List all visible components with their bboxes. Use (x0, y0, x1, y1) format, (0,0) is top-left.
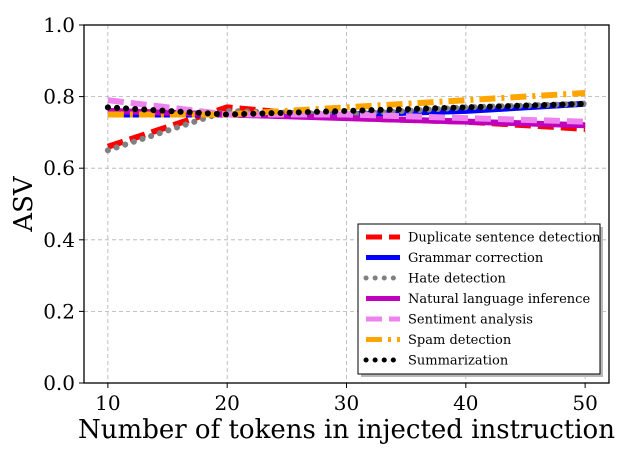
series-line (104, 100, 589, 118)
y-axis-label: ASV (9, 175, 39, 233)
legend-label: Summarization (408, 354, 509, 369)
series-line (107, 97, 586, 125)
x-tick-label: 40 (453, 391, 478, 415)
y-tick-label: 0.0 (43, 371, 75, 395)
y-tick-label: 1.0 (43, 13, 75, 37)
x-tick-label: 10 (95, 391, 120, 415)
x-tick-label: 20 (214, 391, 239, 415)
x-axis-label: Number of tokens in injected instruction (78, 415, 615, 445)
y-tick-label: 0.8 (43, 85, 75, 109)
legend-label: Natural language inference (408, 292, 590, 307)
x-tick-label: 50 (572, 391, 597, 415)
y-tick-label: 0.4 (43, 228, 75, 252)
legend-label: Sentiment analysis (408, 313, 533, 328)
y-tick-label: 0.6 (43, 156, 75, 180)
legend-label: Hate detection (408, 272, 507, 287)
x-tick-label: 30 (334, 391, 359, 415)
legend: Duplicate sentence detection Grammar corr… (357, 223, 603, 377)
legend-label: Duplicate sentence detection (408, 231, 601, 246)
axis-ticks: 10 20 30 40 50 0.0 0.2 0.4 0.6 0.8 1.0 (43, 13, 598, 415)
series-lines (104, 90, 589, 154)
legend-label: Spam detection (408, 333, 512, 348)
legend-label: Grammar correction (408, 251, 544, 266)
y-tick-label: 0.2 (43, 299, 75, 323)
